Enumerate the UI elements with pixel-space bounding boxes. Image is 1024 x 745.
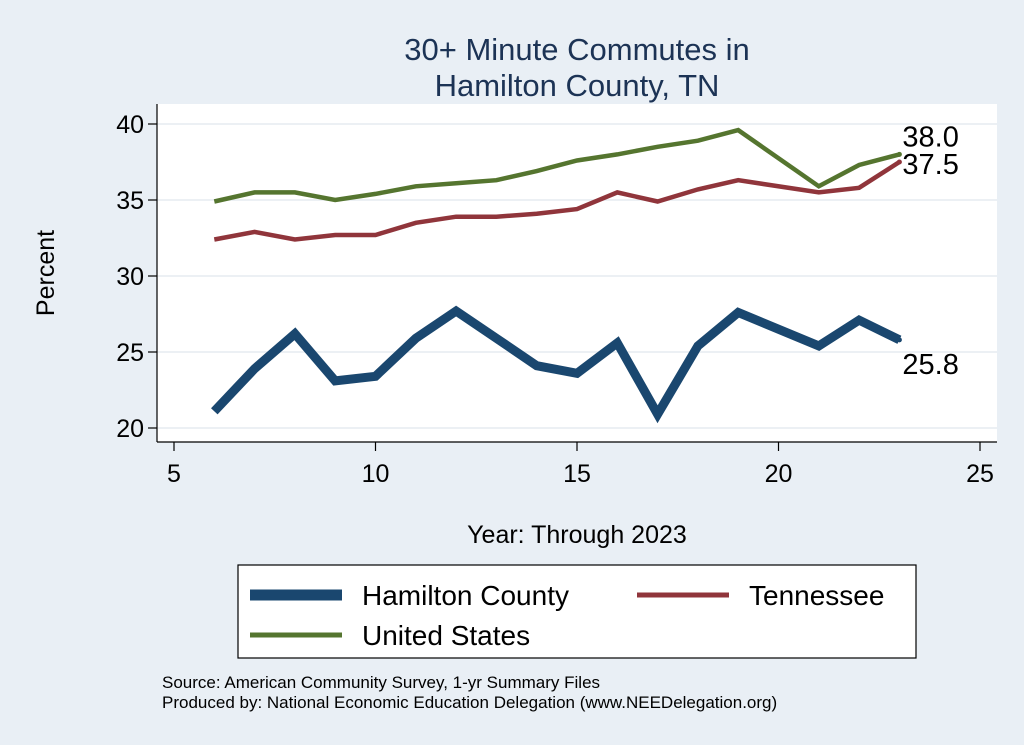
y-tick-label-20: 20: [116, 415, 144, 443]
x-tick-label-15: 15: [563, 460, 591, 488]
axes: 20 25 30 35 40 5 10 15 20 25: [116, 104, 997, 488]
y-tick-label-40: 40: [116, 111, 144, 139]
gridlines: [157, 123, 997, 429]
legend: Hamilton County Tennessee United States: [237, 564, 917, 659]
legend-box: [237, 564, 917, 659]
plot-area: [157, 104, 997, 442]
series-line-united-states: [213, 127, 900, 204]
end-label-united-states: 38.0: [902, 121, 958, 153]
y-tick-label-30: 30: [116, 263, 144, 291]
legend-label-tennessee: Tennessee: [749, 580, 884, 611]
y-tick-label-25: 25: [116, 339, 144, 367]
x-tick-label-25: 25: [966, 460, 994, 488]
x-tick-label-5: 5: [167, 460, 181, 488]
x-tick-label-20: 20: [765, 460, 793, 488]
series-end-marker-hamilton-county: [896, 337, 902, 343]
series-line-tennessee: [213, 160, 901, 242]
y-tick-label-35: 35: [116, 187, 144, 215]
series-lines: [211, 127, 902, 424]
end-labels: 25.8 37.538.0: [902, 121, 958, 380]
x-axis-label: Year: Through 2023: [467, 521, 687, 549]
x-tick-label-10: 10: [362, 460, 390, 488]
legend-label-united-states: United States: [362, 620, 530, 651]
series-end-marker-united-states: [896, 151, 902, 157]
producer-note: Produced by: National Economic Education…: [162, 693, 777, 712]
chart-title-line-1: 30+ Minute Commutes in: [404, 32, 749, 67]
source-note: Source: American Community Survey, 1-yr …: [162, 673, 600, 692]
end-label-tennessee: 37.5: [902, 149, 958, 181]
series-end-marker-tennessee: [896, 159, 902, 165]
y-axis-label: Percent: [32, 230, 60, 316]
end-label-hamilton-county: 25.8: [902, 349, 958, 381]
legend-label-hamilton-county: Hamilton County: [362, 580, 569, 611]
series-line-hamilton-county: [211, 305, 902, 424]
chart-title-line-2: Hamilton County, TN: [435, 68, 720, 103]
